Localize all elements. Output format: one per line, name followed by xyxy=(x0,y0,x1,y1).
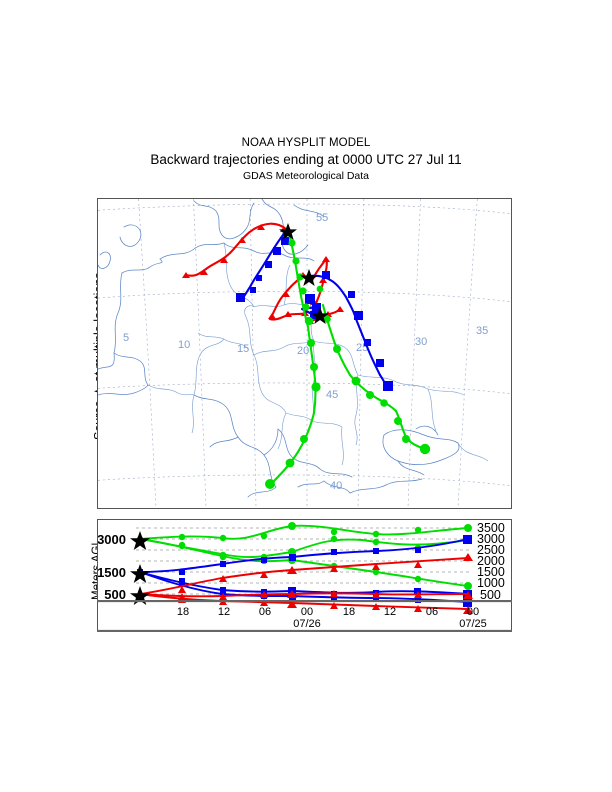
time-tick-06b: 06 xyxy=(426,606,438,618)
title-line-3: GDAS Meteorological Data xyxy=(242,170,370,182)
height-right-tick-1000: 1000 xyxy=(477,576,505,590)
trajectory-blue-markers-3 xyxy=(354,311,384,367)
map-country-borders xyxy=(147,242,489,466)
lat-label-40: 40 xyxy=(330,480,342,492)
height-star-icon-1500 xyxy=(130,564,150,583)
map-coastlines xyxy=(98,199,460,498)
date-label-0726: 07/26 xyxy=(293,618,321,630)
time-axis-panel: 18 12 06 00 07/26 18 12 06 00 07/25 xyxy=(97,600,512,632)
trajectory-map-panel: 5 10 15 20 25 30 35 55 45 40 xyxy=(97,198,512,509)
height-left-ticks: 3000 1500 500 xyxy=(98,532,126,602)
height-right-tick-3500: 3500 xyxy=(477,521,505,535)
height-source-markers xyxy=(130,531,150,605)
title-line-1: NOAA HYSPLIT MODEL xyxy=(241,137,371,149)
map-source-markers xyxy=(279,223,329,324)
height-right-tick-1500: 1500 xyxy=(477,565,505,579)
lon-label-15: 15 xyxy=(237,343,249,355)
trajectory-green-markers-6 xyxy=(394,417,431,455)
trajectory-green-markers-3 xyxy=(265,435,308,489)
time-tick-06a: 06 xyxy=(259,606,271,618)
time-tick-18b: 18 xyxy=(343,606,355,618)
trajectory-blue-markers-2 xyxy=(322,271,355,298)
height-right-ticks: 3500 3000 2500 2000 1500 1000 500 xyxy=(477,521,505,602)
trajectory-green-markers-4 xyxy=(316,285,341,353)
trajectory-blue-group xyxy=(236,229,393,391)
lon-label-20: 20 xyxy=(297,345,309,357)
height-star-icon-500 xyxy=(130,586,150,605)
title-line-2: Backward trajectories ending at 0000 UTC… xyxy=(150,152,462,167)
height-left-tick-3000: 3000 xyxy=(98,532,126,547)
trajectory-green-markers-5 xyxy=(351,376,388,407)
trajectory-green-markers-1 xyxy=(288,239,314,326)
title-block: NOAA HYSPLIT MODEL Backward trajectories… xyxy=(0,136,612,184)
source-star-icon-3 xyxy=(311,307,329,324)
time-tick-12a: 12 xyxy=(218,606,230,618)
height-right-tick-3000: 3000 xyxy=(477,532,505,546)
lat-label-45: 45 xyxy=(326,389,338,401)
height-left-tick-1500: 1500 xyxy=(98,565,126,580)
time-tick-00a: 00 xyxy=(301,606,313,618)
lon-label-35: 35 xyxy=(476,325,488,337)
height-right-tick-500: 500 xyxy=(480,588,501,602)
time-tick-12b: 12 xyxy=(384,606,396,618)
lat-label-55: 55 xyxy=(316,212,328,224)
date-label-0725: 07/25 xyxy=(459,618,487,630)
time-tick-00b: 00 xyxy=(467,606,479,618)
trajectory-blue-markers-4 xyxy=(383,381,393,391)
trajectory-green-group xyxy=(265,229,431,489)
trajectory-blue-markers-1 xyxy=(236,237,289,302)
lon-label-5: 5 xyxy=(123,332,129,344)
height-left-tick-500: 500 xyxy=(104,587,126,602)
lon-label-10: 10 xyxy=(178,339,190,351)
height-right-tick-2000: 2000 xyxy=(477,554,505,568)
trajectory-green-markers-2 xyxy=(307,339,321,392)
time-tick-18a: 18 xyxy=(177,606,189,618)
lon-label-30: 30 xyxy=(415,336,427,348)
source-star-icon-1 xyxy=(279,223,297,240)
height-right-tick-2500: 2500 xyxy=(477,543,505,557)
height-profile-panel: 3000 1500 500 3500 3000 2500 2000 1500 1… xyxy=(97,519,512,632)
height-series-red xyxy=(136,553,473,614)
height-star-icon-3000 xyxy=(130,531,150,550)
source-star-icon-2 xyxy=(300,269,318,286)
